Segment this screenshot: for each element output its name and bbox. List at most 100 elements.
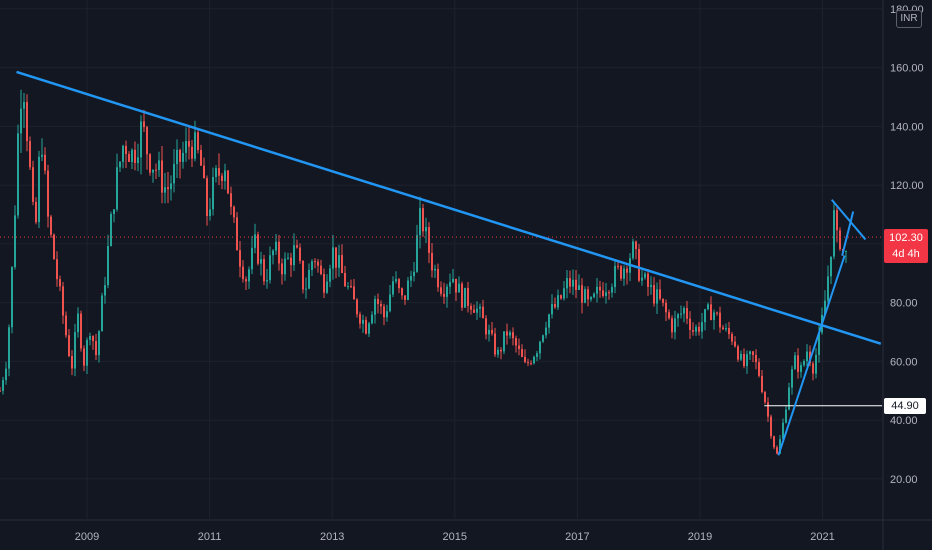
candle-body: [32, 167, 34, 202]
downtrend-line[interactable]: [16, 70, 882, 345]
candle-body: [623, 268, 625, 279]
candle-body: [257, 234, 259, 264]
candle-body: [50, 216, 52, 235]
candle-body: [239, 250, 241, 267]
candle-body: [29, 141, 31, 168]
candle-body: [302, 260, 304, 290]
candle-body: [167, 187, 169, 190]
candle-body: [491, 329, 493, 334]
candle-body: [659, 289, 661, 299]
candle-body: [83, 348, 85, 366]
candle-body: [404, 295, 406, 300]
candle-body: [290, 257, 292, 266]
candle-body: [557, 295, 559, 308]
candle-body: [140, 121, 142, 158]
current-price-badge: 102.30 4d 4h: [884, 229, 928, 264]
candle-body: [560, 295, 562, 299]
price-axis[interactable]: 20.0040.0060.0080.00100.00120.00140.0016…: [890, 4, 924, 486]
candle-body: [806, 351, 808, 362]
candle-body: [458, 283, 460, 293]
candle-body: [86, 339, 88, 366]
candle-body: [776, 447, 778, 454]
candle-body: [584, 289, 586, 303]
candle-body: [344, 272, 346, 287]
candle-body: [62, 286, 64, 316]
candle-body: [719, 312, 721, 328]
y-tick-label: 60.00: [890, 356, 918, 368]
candle-body: [362, 319, 364, 324]
candle-body: [506, 331, 508, 336]
candle-body: [608, 292, 610, 294]
candle-body: [173, 164, 175, 184]
candle-body: [68, 335, 70, 357]
candle-body: [20, 108, 22, 134]
candle-body: [488, 329, 490, 335]
candle-body: [599, 286, 601, 291]
candle-body: [668, 312, 670, 319]
candle-body: [125, 145, 127, 155]
time-axis[interactable]: 2009 2011 2013 2015 2017 2019 2021: [75, 531, 835, 543]
candle-body: [299, 247, 301, 261]
candle-body: [8, 327, 10, 369]
candle-body: [644, 273, 646, 278]
candle-body: [494, 333, 496, 355]
candle-body: [35, 201, 37, 223]
x-tick-label: 2017: [565, 531, 589, 543]
candle-body: [461, 283, 463, 308]
candle-body: [752, 351, 754, 355]
candle-body: [650, 285, 652, 287]
candle-body: [803, 361, 805, 366]
candle-body: [692, 329, 694, 332]
candle-body: [263, 259, 265, 282]
candle-body: [98, 331, 100, 356]
currency-badge[interactable]: INR: [896, 10, 922, 28]
candle-body: [638, 249, 640, 281]
candle-body: [818, 332, 820, 355]
candle-body: [446, 286, 448, 297]
candle-body: [329, 268, 331, 282]
uptrend-line[interactable]: [777, 255, 846, 456]
candle-body: [695, 326, 697, 332]
candle-body: [74, 332, 76, 369]
candle-body: [296, 245, 298, 248]
candle-body: [122, 145, 124, 162]
candle-body: [269, 255, 271, 281]
candle-body: [161, 160, 163, 193]
candle-body: [410, 276, 412, 281]
candle-body: [314, 261, 316, 263]
candle-body: [677, 314, 679, 319]
candle-body: [164, 187, 166, 193]
candle-body: [725, 328, 727, 330]
candle-body: [332, 247, 334, 269]
candle-body: [338, 255, 340, 268]
candle-body: [566, 278, 568, 289]
candle-body: [833, 210, 835, 257]
candle-body: [281, 263, 283, 275]
candle-body: [554, 304, 556, 308]
candle-body: [512, 332, 514, 339]
candle-body: [815, 354, 817, 374]
candle-body: [395, 279, 397, 282]
candle-body: [266, 280, 268, 282]
candle-body: [839, 230, 841, 250]
candle-body: [11, 267, 13, 328]
wedge-line[interactable]: [841, 211, 855, 256]
wedge-line[interactable]: [830, 199, 867, 241]
candle-body: [614, 265, 616, 288]
candle-body: [545, 327, 547, 336]
candle-body: [308, 269, 310, 289]
x-tick-label: 2011: [198, 531, 222, 543]
candle-body: [425, 227, 427, 232]
trend-drawings[interactable]: [0, 70, 882, 456]
candle-body: [689, 318, 691, 330]
candle-body: [47, 170, 49, 217]
candle-body: [341, 255, 343, 273]
candle-body: [569, 278, 571, 287]
candle-body: [548, 314, 550, 328]
candle-body: [755, 354, 757, 363]
candle-body: [440, 287, 442, 294]
candle-body: [470, 305, 472, 310]
x-tick-label: 2009: [75, 531, 99, 543]
candle-body: [128, 154, 130, 163]
